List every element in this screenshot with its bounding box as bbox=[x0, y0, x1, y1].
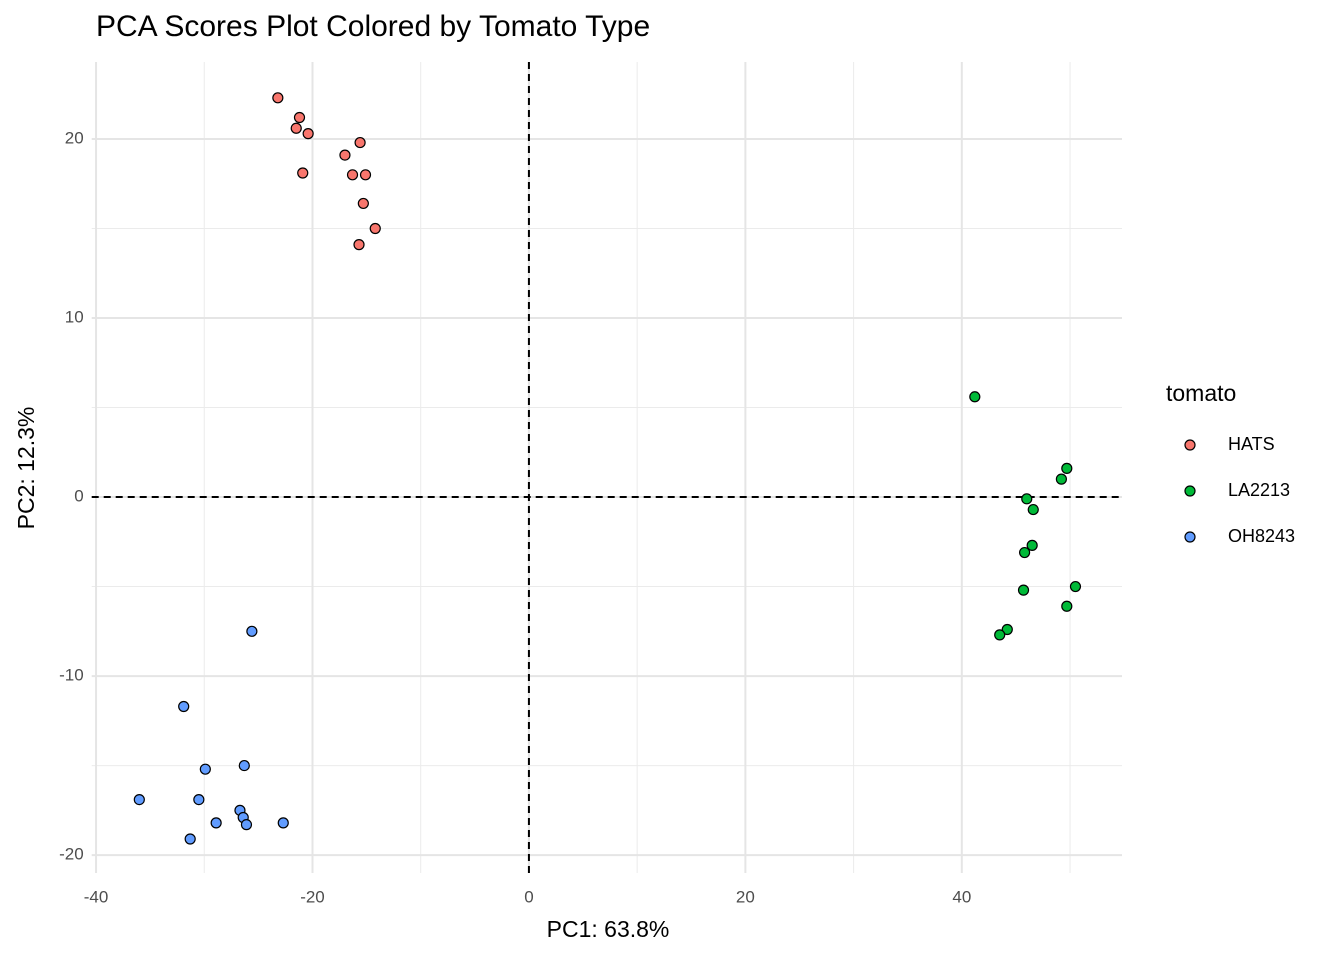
point bbox=[369, 222, 381, 235]
point bbox=[1001, 623, 1013, 636]
legend-swatch bbox=[1184, 485, 1196, 497]
point bbox=[1061, 600, 1073, 612]
x-tick-label: 0 bbox=[524, 887, 533, 906]
legend-title: tomato bbox=[1166, 380, 1236, 406]
point bbox=[238, 759, 250, 772]
y-tick-label: 10 bbox=[65, 307, 84, 326]
point bbox=[178, 700, 190, 713]
point bbox=[339, 149, 351, 161]
y-tick-label: 0 bbox=[74, 487, 83, 506]
point bbox=[354, 136, 366, 149]
point bbox=[1026, 539, 1038, 551]
point bbox=[1021, 493, 1033, 505]
point bbox=[133, 793, 145, 806]
legend-swatch bbox=[1184, 531, 1196, 543]
point bbox=[994, 629, 1006, 641]
point bbox=[199, 763, 211, 775]
point bbox=[272, 92, 284, 104]
legend-label: HATS bbox=[1228, 434, 1275, 454]
y-tick-label: -10 bbox=[59, 666, 84, 685]
point bbox=[193, 793, 205, 806]
point bbox=[1069, 580, 1082, 593]
x-tick-label: -20 bbox=[300, 887, 325, 906]
x-tick-label: 40 bbox=[952, 887, 971, 906]
point bbox=[246, 625, 258, 637]
point bbox=[302, 128, 314, 140]
point bbox=[1055, 473, 1067, 485]
point bbox=[293, 111, 306, 124]
point bbox=[210, 817, 222, 829]
point bbox=[297, 167, 309, 179]
point bbox=[184, 833, 196, 845]
x-tick-label: 20 bbox=[736, 887, 755, 906]
point bbox=[353, 239, 365, 251]
y-tick-label: 20 bbox=[65, 128, 84, 147]
point bbox=[240, 819, 253, 831]
point bbox=[1027, 503, 1039, 516]
point bbox=[277, 817, 289, 829]
y-axis-title: PC2: 12.3% bbox=[13, 407, 39, 530]
point bbox=[969, 391, 981, 403]
point bbox=[1018, 546, 1031, 559]
x-tick-label: -40 bbox=[84, 887, 109, 906]
point bbox=[290, 122, 302, 134]
point bbox=[1061, 462, 1073, 474]
point bbox=[359, 169, 372, 181]
legend-label: LA2213 bbox=[1228, 480, 1290, 500]
point bbox=[346, 169, 359, 181]
point bbox=[357, 197, 369, 210]
legend-label: OH8243 bbox=[1228, 526, 1295, 546]
x-axis-title: PC1: 63.8% bbox=[547, 916, 670, 942]
chart-title: PCA Scores Plot Colored by Tomato Type bbox=[96, 10, 650, 43]
point bbox=[1017, 584, 1030, 596]
y-tick-label: -20 bbox=[59, 845, 84, 864]
legend-swatch bbox=[1184, 439, 1196, 451]
